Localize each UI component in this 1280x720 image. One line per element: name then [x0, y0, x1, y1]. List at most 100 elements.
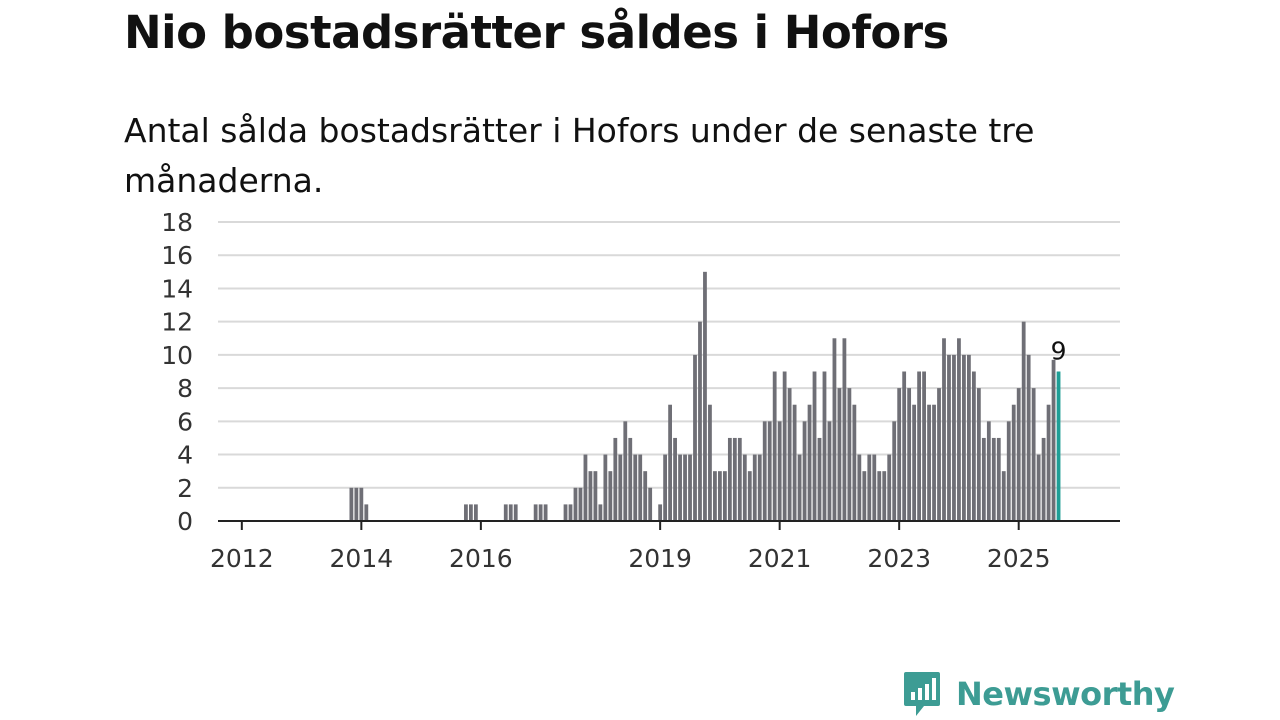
- bar: [957, 338, 961, 521]
- chart-subtitle: Antal sålda bostadsrätter i Hofors under…: [124, 111, 1035, 200]
- bar: [932, 404, 936, 521]
- bar: [648, 487, 653, 521]
- bar: [1041, 437, 1046, 521]
- bar: [1026, 354, 1031, 521]
- bar: [603, 454, 608, 521]
- bar: [967, 354, 971, 521]
- bar: [538, 504, 543, 521]
- bar: [643, 471, 648, 521]
- bar: [852, 404, 857, 521]
- bar: [917, 371, 921, 521]
- bar: [767, 421, 772, 521]
- bar: [354, 487, 359, 521]
- bar: [877, 471, 882, 521]
- x-tick-label: 2021: [748, 544, 812, 573]
- bar: [618, 454, 623, 521]
- last-value-label: 9: [1051, 337, 1067, 366]
- bar: [1011, 404, 1016, 521]
- x-tick-label: 2012: [210, 544, 274, 573]
- bar: [703, 271, 707, 521]
- x-tick-label: 2025: [987, 544, 1051, 573]
- bar: [962, 354, 966, 521]
- y-tick-label: 12: [161, 308, 193, 337]
- bar: [513, 504, 518, 521]
- bar: [827, 421, 832, 521]
- bar: [772, 371, 777, 521]
- bar-chart: 0 2 4 6 8 10 12 14 16 18 2012 2014 2016 2019 2021 2023…: [161, 208, 1120, 573]
- bar: [593, 471, 598, 521]
- bar: [469, 504, 473, 521]
- bar: [613, 437, 618, 521]
- chart-title: Nio bostadsrätter såldes i Hofors: [124, 6, 949, 59]
- bar: [503, 504, 508, 521]
- bar: [578, 487, 583, 521]
- bar: [1051, 359, 1056, 521]
- bar: [902, 371, 907, 521]
- x-axis-ticks: 2012 2014 2016 2019 2021 2023 2025: [210, 544, 1051, 573]
- bar: [757, 454, 762, 521]
- bar: [663, 454, 668, 521]
- bar: [882, 471, 887, 521]
- bar: [907, 388, 912, 521]
- bar: [872, 454, 877, 521]
- bars: [349, 271, 1061, 521]
- bar: [473, 504, 478, 521]
- bar: [897, 388, 902, 521]
- bar: [742, 454, 747, 521]
- y-tick-label: 10: [161, 341, 193, 370]
- bar: [678, 454, 682, 521]
- bar: [688, 454, 692, 521]
- bar: [777, 421, 782, 521]
- y-tick-label: 8: [177, 374, 193, 403]
- bar: [747, 471, 752, 521]
- bar: [563, 504, 568, 521]
- bar: [359, 487, 364, 521]
- bar: [533, 504, 538, 521]
- bar: [633, 454, 638, 521]
- bar: [628, 437, 633, 521]
- bar: [807, 404, 812, 521]
- x-axis: [218, 520, 1120, 530]
- bar: [1031, 388, 1036, 521]
- x-tick-label: 2014: [330, 544, 394, 573]
- bar: [752, 454, 757, 521]
- bar: [867, 454, 872, 521]
- y-tick-label: 6: [177, 407, 193, 436]
- bar: [1016, 388, 1021, 521]
- y-tick-label: 4: [177, 441, 193, 470]
- bar: [708, 404, 712, 521]
- bar: [568, 504, 573, 521]
- bar: [847, 388, 852, 521]
- bar-highlight: [1056, 371, 1061, 521]
- bar: [887, 454, 892, 521]
- bar: [952, 354, 956, 521]
- bar: [722, 471, 727, 521]
- bar: [693, 354, 697, 521]
- bar: [892, 421, 897, 521]
- bar: [812, 371, 817, 521]
- y-tick-label: 0: [177, 507, 193, 536]
- bar: [942, 338, 946, 521]
- y-tick-label: 14: [161, 274, 193, 303]
- bar: [673, 437, 677, 521]
- bar: [762, 421, 767, 521]
- bar: [588, 471, 593, 521]
- bar: [1046, 404, 1051, 521]
- bar: [583, 454, 588, 521]
- brand-logo: Newsworthy: [902, 670, 1175, 718]
- bar: [658, 504, 663, 521]
- bar: [508, 504, 513, 521]
- x-tick-label: 2019: [628, 544, 692, 573]
- y-axis-ticks: 0 2 4 6 8 10 12 14 16 18: [161, 208, 193, 536]
- bar: [912, 404, 917, 521]
- bar: [737, 437, 742, 521]
- bar: [464, 504, 468, 521]
- bar: [718, 471, 722, 521]
- y-tick-label: 16: [161, 241, 193, 270]
- bar: [623, 421, 628, 521]
- bar: [349, 487, 354, 521]
- bar: [364, 504, 369, 521]
- bar: [927, 404, 931, 521]
- bar: [986, 421, 991, 521]
- bar: [991, 437, 996, 521]
